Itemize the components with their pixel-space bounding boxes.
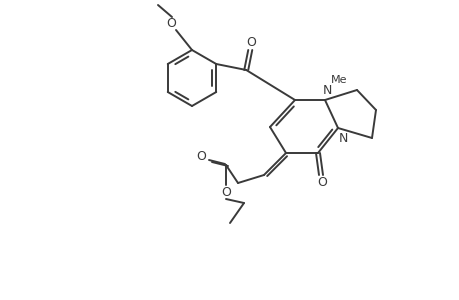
Text: O: O xyxy=(196,149,206,163)
Text: O: O xyxy=(166,16,175,29)
Text: N: N xyxy=(337,131,347,145)
Text: O: O xyxy=(316,176,326,190)
Text: Me: Me xyxy=(330,75,347,85)
Text: O: O xyxy=(221,187,230,200)
Text: O: O xyxy=(246,35,256,49)
Text: N: N xyxy=(322,83,331,97)
